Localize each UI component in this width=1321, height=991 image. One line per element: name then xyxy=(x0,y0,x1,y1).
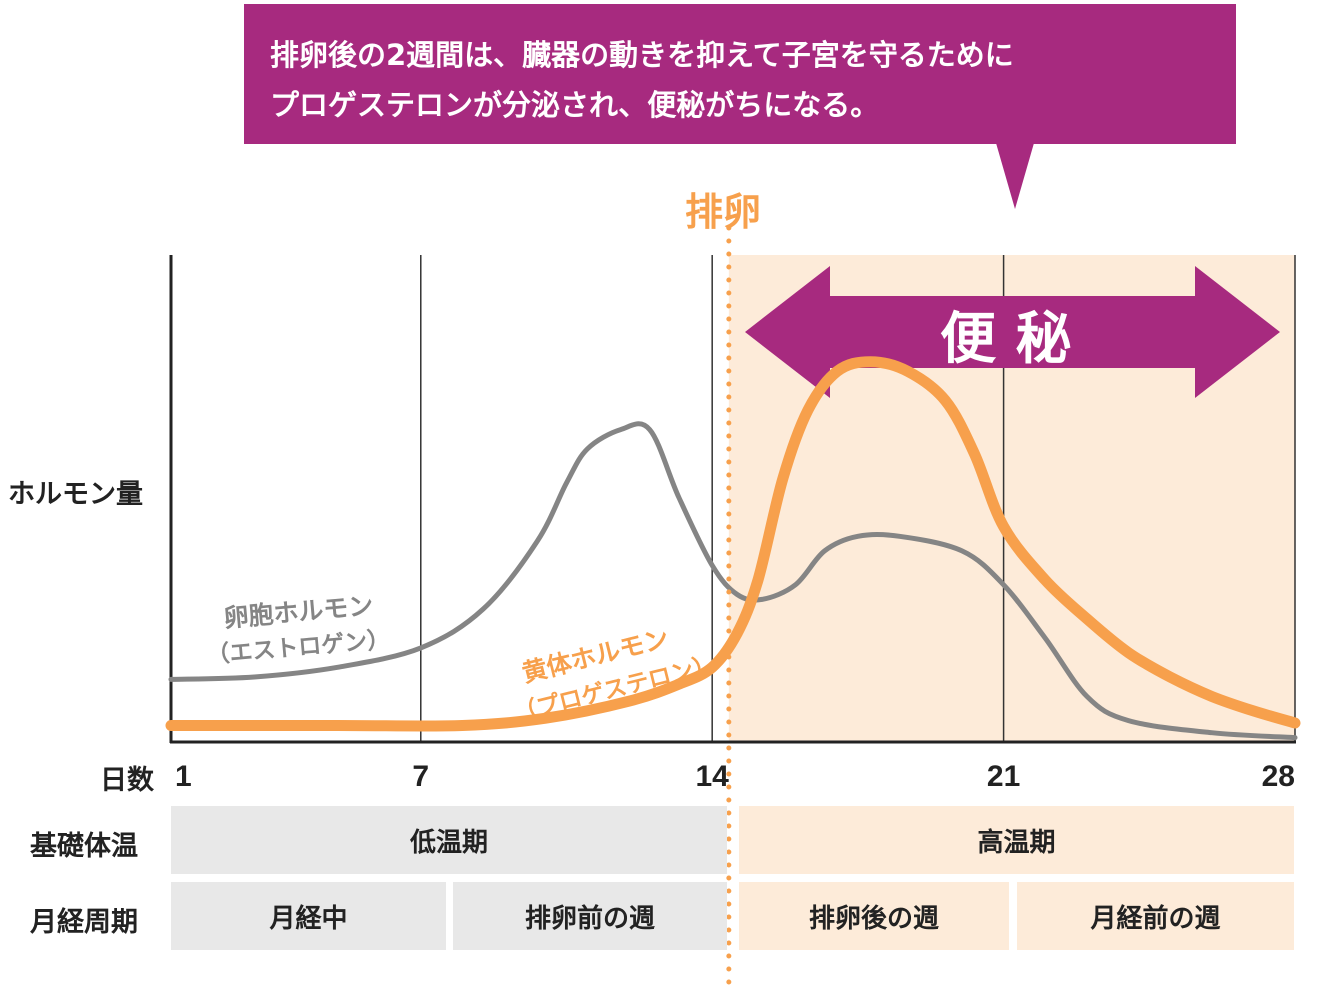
x-tick-label-14: 14 xyxy=(695,760,729,793)
cycle-pre-ovulation: 排卵前の週 xyxy=(453,882,727,950)
cycle-post-ovulation: 排卵後の週 xyxy=(739,882,1009,950)
progesterone-curve xyxy=(165,356,1301,732)
basal-temp-row-label: 基礎体温 xyxy=(30,831,138,862)
x-axis-label: 日数 xyxy=(100,765,154,796)
y-axis-label: ホルモン量 xyxy=(8,479,143,510)
constipation-label: 便 秘 xyxy=(940,307,1072,372)
cycle-row-label: 月経周期 xyxy=(30,907,138,938)
low-temp-phase: 低温期 xyxy=(171,806,727,874)
callout-line-2: プロゲステロンが分泌され、便秘がちになる。 xyxy=(270,88,880,122)
x-tick-label-1: 1 xyxy=(175,760,192,793)
x-tick-label-21: 21 xyxy=(987,760,1020,793)
explanation-callout: 排卵後の2週間は、臓器の動きを抑えて子宮を守るために プロゲステロンが分泌され、… xyxy=(244,4,1236,144)
x-tick-label-7: 7 xyxy=(412,760,429,793)
cycle-menstruation: 月経中 xyxy=(171,882,446,950)
callout-pointer xyxy=(996,143,1034,209)
estrogen-curve xyxy=(168,421,1298,741)
ovulation-label: 排卵 xyxy=(685,190,762,234)
high-temp-phase: 高温期 xyxy=(739,806,1294,874)
callout-line-1: 排卵後の2週間は、臓器の動きを抑えて子宮を守るために xyxy=(270,38,1014,72)
series-layer xyxy=(165,356,1301,741)
x-tick-label-28: 28 xyxy=(1262,760,1295,793)
cycle-pre-menstruation: 月経前の週 xyxy=(1017,882,1294,950)
x-tick-labels: 1 7 14 21 28 xyxy=(175,760,1295,793)
